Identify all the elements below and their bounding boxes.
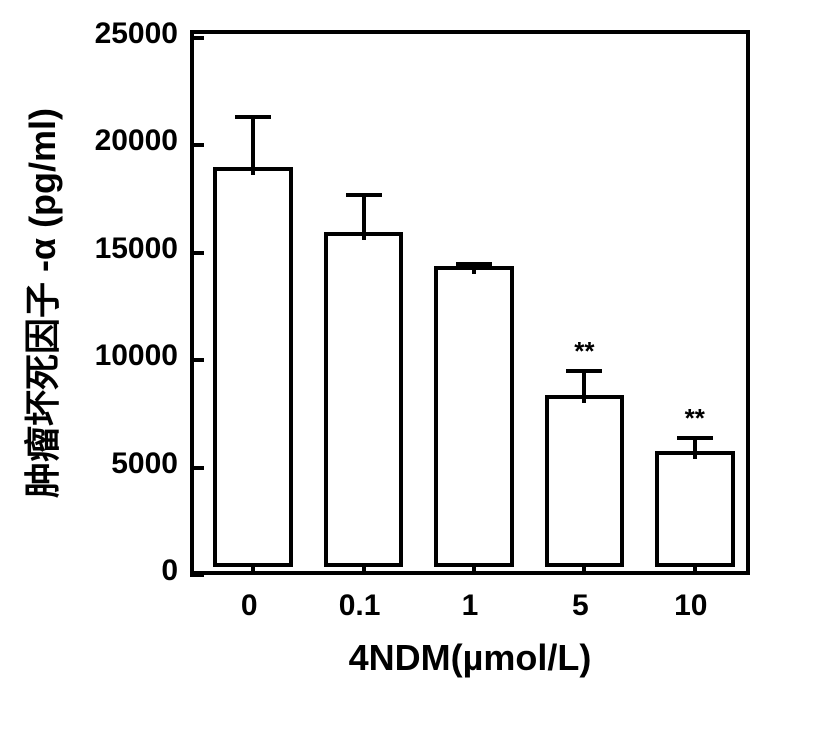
y-tick-label: 10000 bbox=[95, 339, 190, 373]
y-tick-mark bbox=[190, 143, 204, 147]
significance-annotation: ** bbox=[574, 336, 594, 367]
bar bbox=[655, 451, 734, 567]
error-bar bbox=[362, 195, 366, 240]
x-tick-label: 0.1 bbox=[339, 575, 381, 623]
error-cap bbox=[677, 436, 713, 440]
plot-area: ** ** bbox=[190, 30, 750, 575]
x-tick-label: 1 bbox=[462, 575, 479, 623]
error-bar bbox=[582, 371, 586, 403]
error-bar bbox=[693, 438, 697, 459]
error-cap bbox=[346, 193, 382, 197]
x-tick-label: 10 bbox=[674, 575, 707, 623]
y-tick-label: 5000 bbox=[111, 447, 190, 481]
error-bar bbox=[251, 117, 255, 175]
bar bbox=[434, 266, 513, 567]
y-tick-label: 25000 bbox=[95, 17, 190, 51]
significance-annotation: ** bbox=[685, 403, 705, 434]
y-tick-mark bbox=[190, 36, 204, 40]
bar bbox=[213, 167, 292, 567]
figure: 肿瘤坏死因子 -α (pg/ml) **** 4NDM(µmol/L) 0500… bbox=[0, 0, 813, 733]
y-tick-label: 0 bbox=[161, 554, 190, 588]
bar bbox=[324, 232, 403, 567]
y-tick-mark bbox=[190, 251, 204, 255]
x-tick-label: 5 bbox=[572, 575, 589, 623]
x-tick-label: 0 bbox=[241, 575, 258, 623]
y-tick-label: 15000 bbox=[95, 232, 190, 266]
error-cap bbox=[566, 369, 602, 373]
error-cap bbox=[456, 262, 492, 266]
error-cap bbox=[235, 115, 271, 119]
x-axis-label: 4NDM(µmol/L) bbox=[349, 637, 592, 679]
bar bbox=[545, 395, 624, 567]
plot-area-wrap: **** 4NDM(µmol/L) 0500010000150002000025… bbox=[190, 30, 750, 575]
y-tick-label: 20000 bbox=[95, 124, 190, 158]
y-tick-mark bbox=[190, 466, 204, 470]
y-tick-mark bbox=[190, 573, 204, 577]
y-axis-label: 肿瘤坏死因子 -α (pg/ml) bbox=[14, 107, 66, 497]
y-tick-mark bbox=[190, 358, 204, 362]
